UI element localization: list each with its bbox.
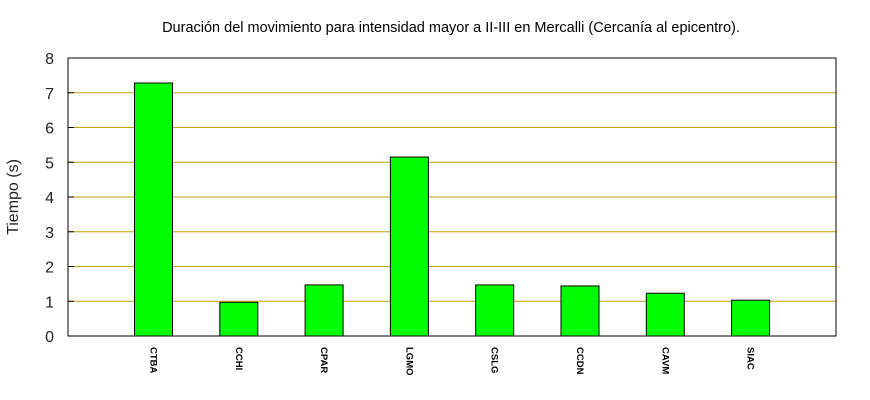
y-tick-label: 0 <box>45 329 54 346</box>
x-tick-label-siac: SIAC <box>745 347 756 370</box>
chart-title: Duración del movimiento para intensidad … <box>162 20 740 36</box>
y-tick-label: 3 <box>45 225 54 242</box>
x-tick-label-cchi: CCHI <box>233 347 244 370</box>
y-tick-label: 6 <box>45 121 54 138</box>
y-tick-label: 4 <box>45 190 54 207</box>
grid-lines <box>68 92 836 302</box>
y-tick-label: 7 <box>45 86 54 103</box>
y-axis-label: Tiempo (s) <box>5 159 22 235</box>
bar-ccdn <box>560 285 600 337</box>
x-tick-label-cpar: CPAR <box>318 347 329 373</box>
x-tick-label-ccdn: CCDN <box>574 347 585 375</box>
plot-frame <box>67 57 837 337</box>
y-tick-label: 5 <box>45 155 54 172</box>
y-tick-label: 2 <box>45 260 54 277</box>
bar-cpar <box>304 284 344 337</box>
y-tick-label: 1 <box>45 294 54 311</box>
bar-cchi <box>219 301 259 337</box>
x-tick-label-lgmo: LGMO <box>403 347 414 376</box>
y-tick-label: 8 <box>45 51 54 68</box>
bars <box>134 82 771 337</box>
bar-siac <box>731 299 771 337</box>
bar-cslg <box>475 284 515 337</box>
y-axis-ticks: 0 1 2 3 4 5 6 7 8 <box>45 51 74 346</box>
bar-cavm <box>645 292 685 337</box>
x-tick-label-cslg: CSLG <box>489 347 500 373</box>
bar-lgmo <box>389 156 429 337</box>
x-tick-label-cavm: CAVM <box>659 347 670 374</box>
bar-ctba <box>134 82 173 337</box>
x-tick-label-ctba: CTBA <box>148 347 159 374</box>
x-axis-ticks: CTBA CCHI CPAR LGMO CSLG CCDN CAVM SIAC <box>148 347 756 376</box>
